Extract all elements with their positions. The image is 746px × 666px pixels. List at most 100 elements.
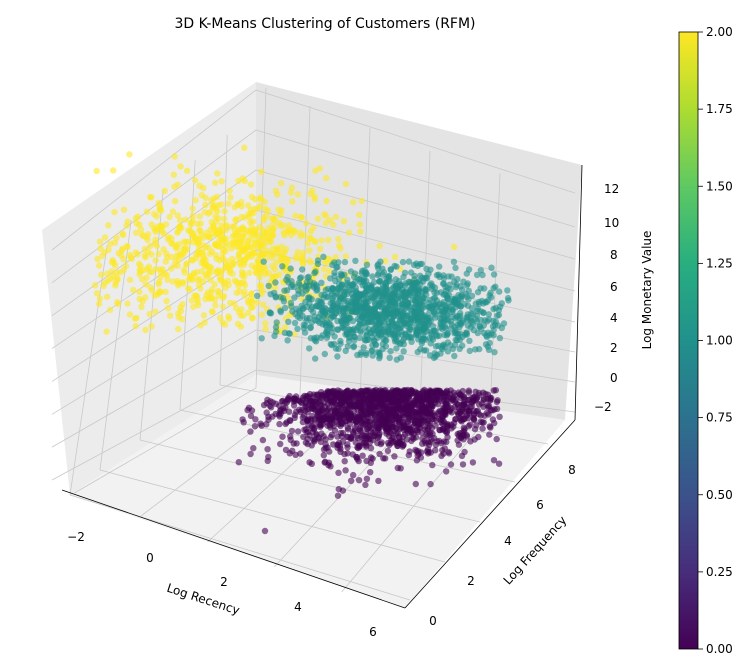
scatter-point [196, 213, 203, 220]
scatter-point [166, 312, 174, 319]
scatter-point [285, 318, 292, 325]
z-tick-label: 6 [610, 280, 618, 294]
scatter-point [428, 402, 435, 409]
scatter-point [490, 305, 497, 313]
scatter-point [152, 226, 159, 233]
scatter-point [245, 202, 252, 209]
scatter-point [303, 417, 311, 424]
scatter-point [271, 332, 278, 340]
scatter-point [399, 311, 406, 318]
scatter-point [465, 422, 472, 430]
scatter-point [393, 345, 400, 352]
y-tick-label: 8 [568, 463, 576, 477]
scatter-point [337, 337, 344, 345]
scatter-point [252, 416, 259, 423]
scatter-point [490, 387, 497, 394]
scatter-point [355, 477, 363, 484]
scatter-point [412, 446, 419, 454]
scatter-point [240, 419, 247, 426]
scatter-point [95, 262, 103, 269]
scatter-point [341, 458, 348, 465]
scatter-point [276, 413, 283, 420]
scatter-point [251, 423, 259, 430]
scatter-point [194, 220, 201, 228]
scatter-point [213, 218, 220, 225]
colorbar-tick-label: 0.25 [706, 565, 733, 579]
scatter-point [367, 469, 374, 476]
scatter-point [389, 392, 396, 399]
scatter-point [418, 404, 425, 412]
scatter-point [231, 300, 238, 307]
scatter-point [115, 249, 122, 257]
grid-line [51, 129, 257, 284]
scatter-point [258, 422, 265, 429]
scatter-point [257, 267, 264, 274]
scatter-point [269, 263, 276, 270]
scatter-point [325, 461, 332, 469]
scatter-point [313, 303, 320, 310]
scatter-point [226, 187, 233, 194]
scatter-point [306, 257, 313, 264]
scatter-point [376, 349, 383, 356]
scatter-point [273, 319, 280, 326]
scatter-point [178, 252, 186, 259]
scatter-point [289, 198, 296, 205]
scatter-point [408, 437, 415, 445]
scatter-point [140, 232, 147, 240]
scatter-point [299, 290, 306, 297]
scatter-point [331, 409, 339, 416]
scatter-point [321, 308, 329, 315]
scatter-point [299, 255, 306, 263]
scatter-point [160, 230, 167, 238]
scatter-point [463, 330, 470, 337]
scatter-point [107, 240, 114, 247]
scatter-point [103, 293, 111, 300]
scatter-point [299, 394, 307, 401]
scatter-point [321, 211, 328, 218]
grid-line [255, 129, 576, 228]
scatter-point [100, 282, 107, 290]
scatter-point [426, 431, 433, 438]
scatter-point [182, 238, 190, 246]
scatter-point [487, 424, 494, 431]
scatter-point [366, 405, 373, 412]
scatter-point [385, 272, 392, 280]
scatter-point [359, 452, 366, 459]
scatter-point [463, 293, 471, 300]
scatter-point [495, 307, 503, 314]
scatter-point [291, 294, 298, 301]
scatter-point [276, 219, 283, 227]
scatter-point [208, 294, 215, 302]
scatter-point [363, 457, 370, 465]
scatter-point [192, 177, 199, 184]
scatter-point [222, 242, 230, 249]
scatter-point [258, 168, 265, 175]
scatter-point [318, 237, 325, 244]
scatter-point [294, 325, 301, 332]
scatter-point [307, 228, 315, 235]
scatter-point [120, 231, 127, 238]
scatter-point [198, 231, 205, 238]
scatter-point [380, 455, 387, 462]
scatter-point [271, 289, 278, 297]
scatter-point [317, 245, 324, 252]
scatter-point [342, 288, 350, 295]
scatter-point [330, 403, 338, 410]
scatter-point [248, 193, 256, 201]
scatter-point [147, 284, 154, 291]
scatter-point [445, 300, 453, 307]
scatter-point [262, 268, 269, 275]
scatter-point [294, 428, 302, 435]
scatter-point [206, 263, 213, 270]
scatter-point [212, 252, 220, 259]
scatter-point [441, 343, 449, 350]
scatter-point [451, 352, 458, 360]
scatter-point [311, 193, 318, 200]
scatter-point [394, 439, 402, 446]
scatter-point [347, 299, 355, 306]
scatter-point [365, 388, 372, 395]
scatter-point [367, 444, 375, 452]
scatter-point [285, 408, 293, 415]
scatter-point [255, 238, 263, 245]
scatter-point [322, 321, 329, 329]
